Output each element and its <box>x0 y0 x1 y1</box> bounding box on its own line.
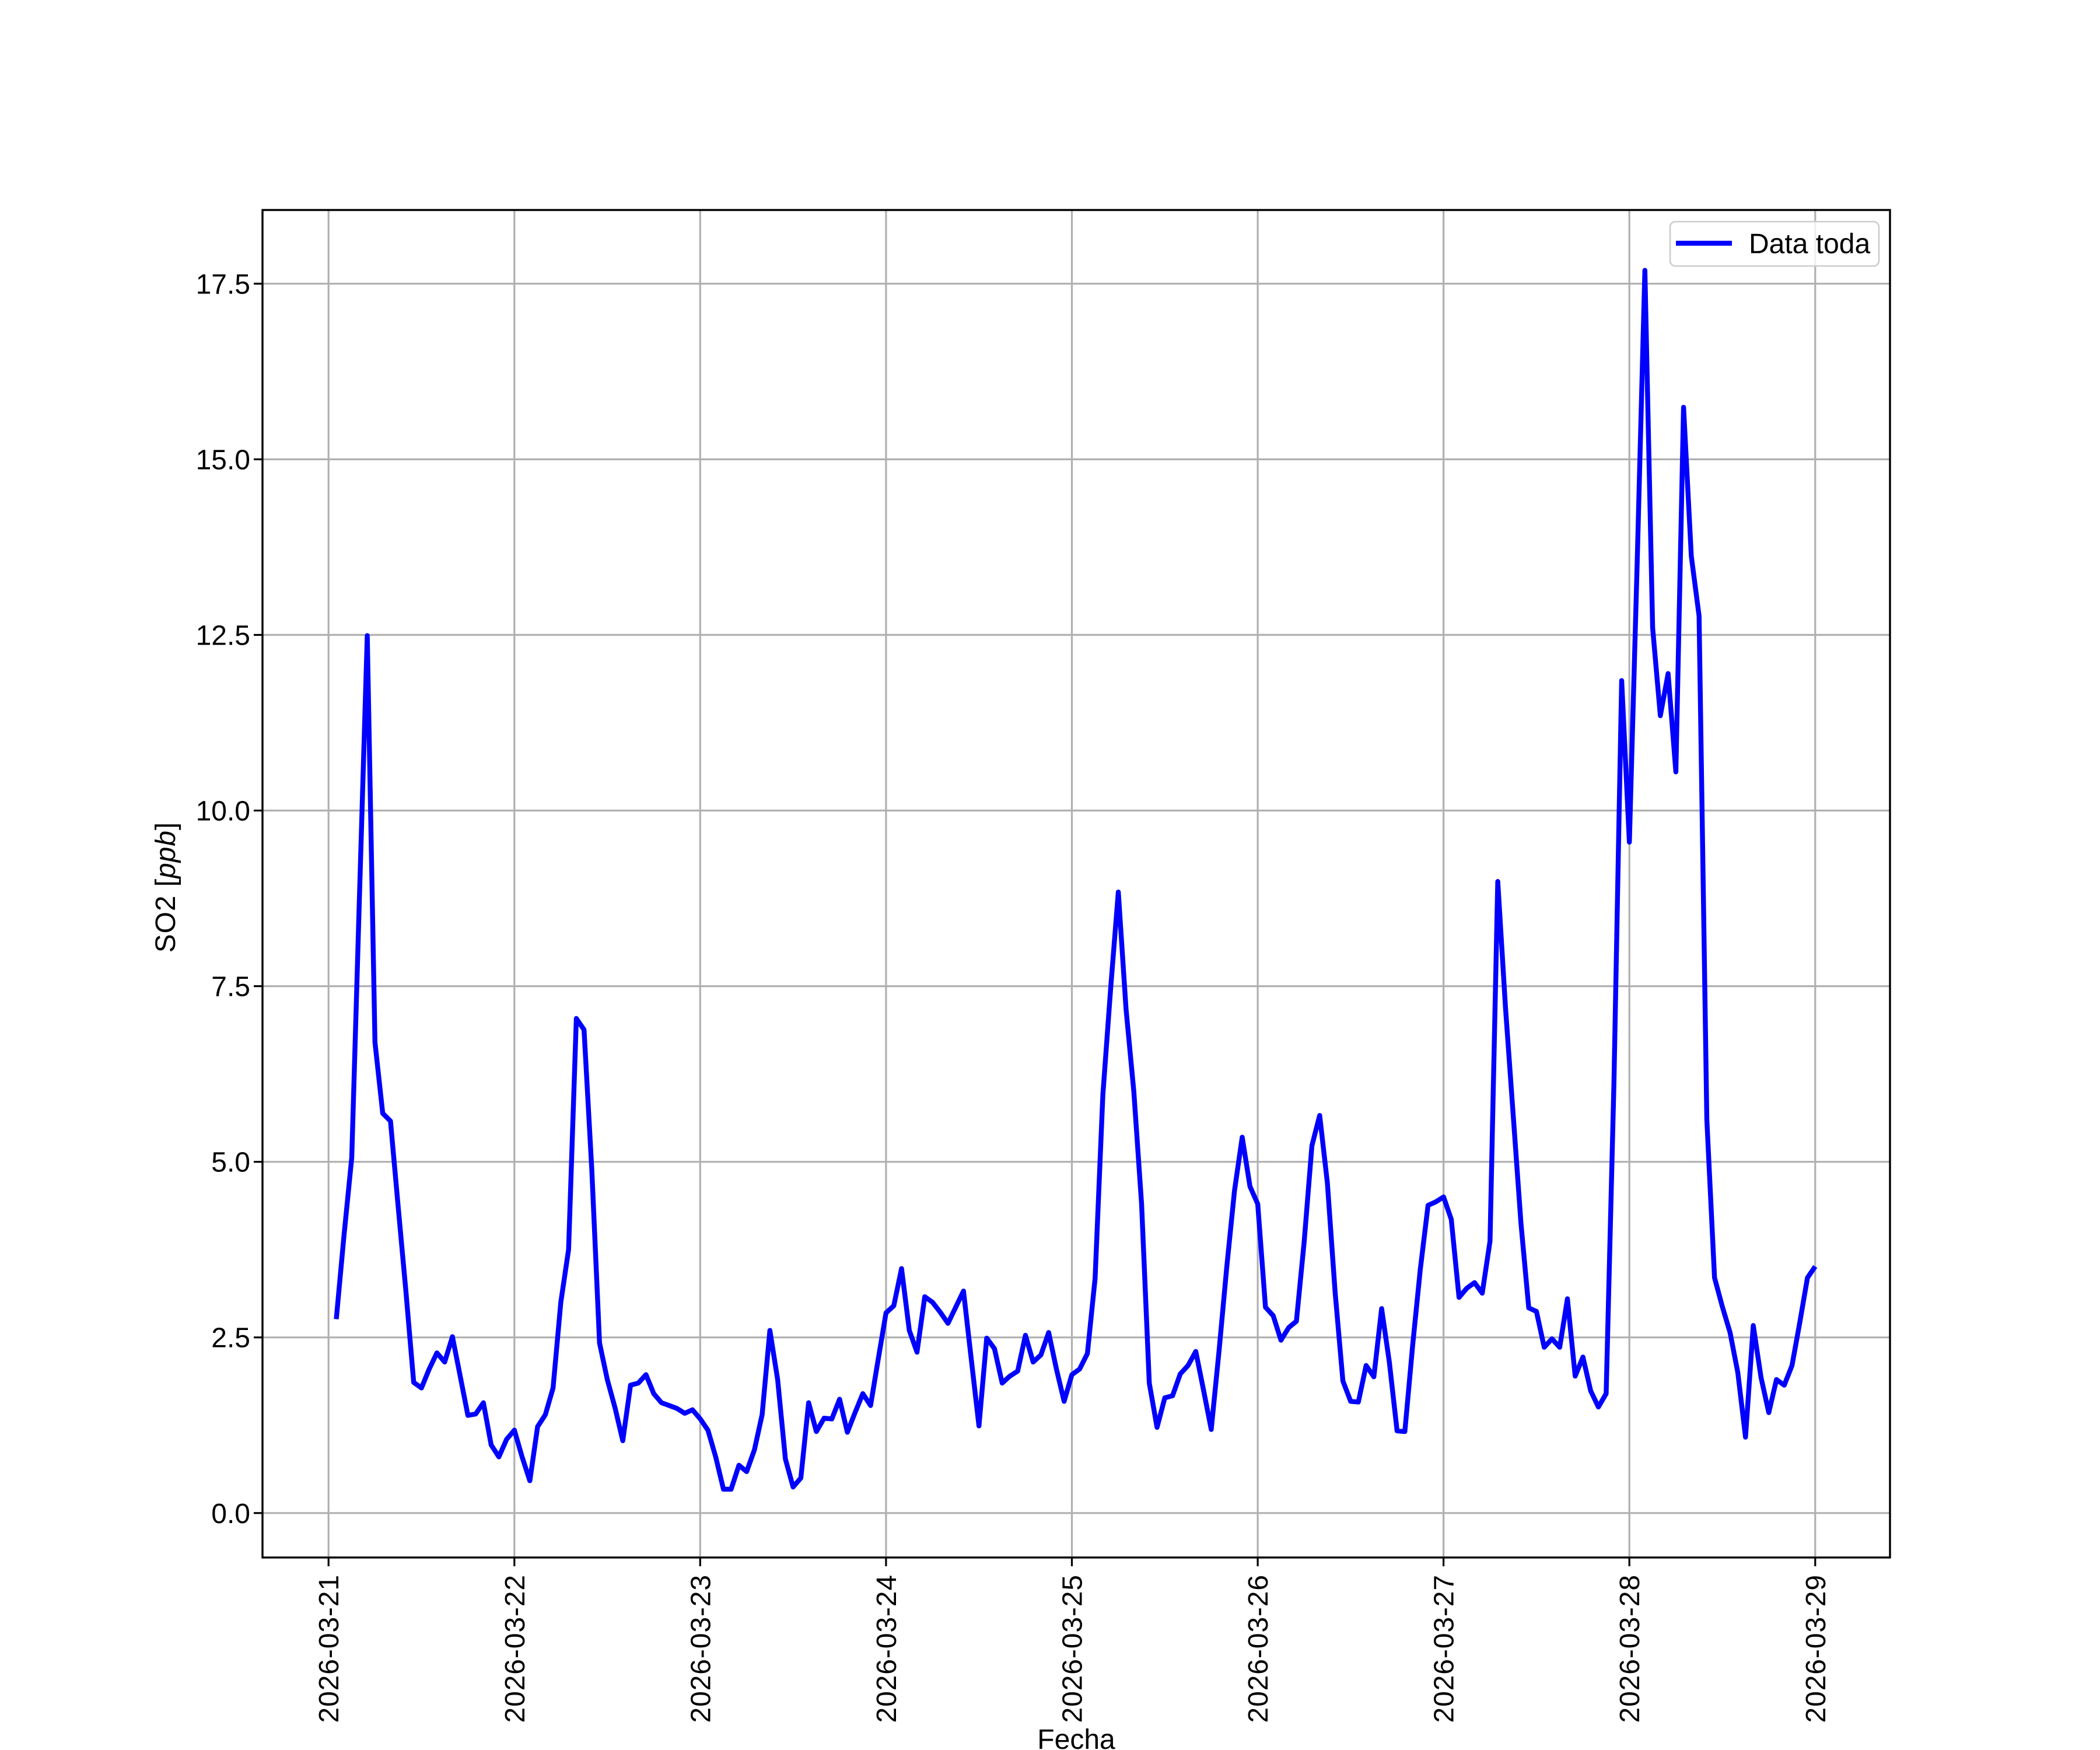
svg-text:2.5: 2.5 <box>211 1323 250 1354</box>
svg-text:10.0: 10.0 <box>196 796 250 827</box>
svg-text:2026-03-22: 2026-03-22 <box>500 1574 531 1723</box>
svg-text:2026-03-28: 2026-03-28 <box>1615 1574 1646 1723</box>
svg-text:2026-03-23: 2026-03-23 <box>685 1574 716 1723</box>
svg-text:0.0: 0.0 <box>211 1499 250 1530</box>
svg-text:Fecha: Fecha <box>1037 1724 1115 1750</box>
svg-text:2026-03-29: 2026-03-29 <box>1801 1574 1832 1723</box>
svg-text:2026-03-24: 2026-03-24 <box>872 1574 902 1723</box>
svg-text:Data toda: Data toda <box>1749 229 1870 260</box>
svg-text:2026-03-21: 2026-03-21 <box>314 1574 345 1723</box>
svg-text:2026-03-26: 2026-03-26 <box>1243 1574 1274 1723</box>
svg-text:SO2 [ppb]: SO2 [ppb] <box>150 822 181 953</box>
svg-text:2026-03-25: 2026-03-25 <box>1058 1574 1088 1723</box>
svg-text:7.5: 7.5 <box>211 972 250 1003</box>
svg-text:15.0: 15.0 <box>196 444 250 475</box>
svg-text:17.5: 17.5 <box>196 269 250 300</box>
svg-text:5.0: 5.0 <box>211 1147 250 1178</box>
svg-text:12.5: 12.5 <box>196 620 250 651</box>
svg-text:2026-03-27: 2026-03-27 <box>1429 1574 1460 1723</box>
